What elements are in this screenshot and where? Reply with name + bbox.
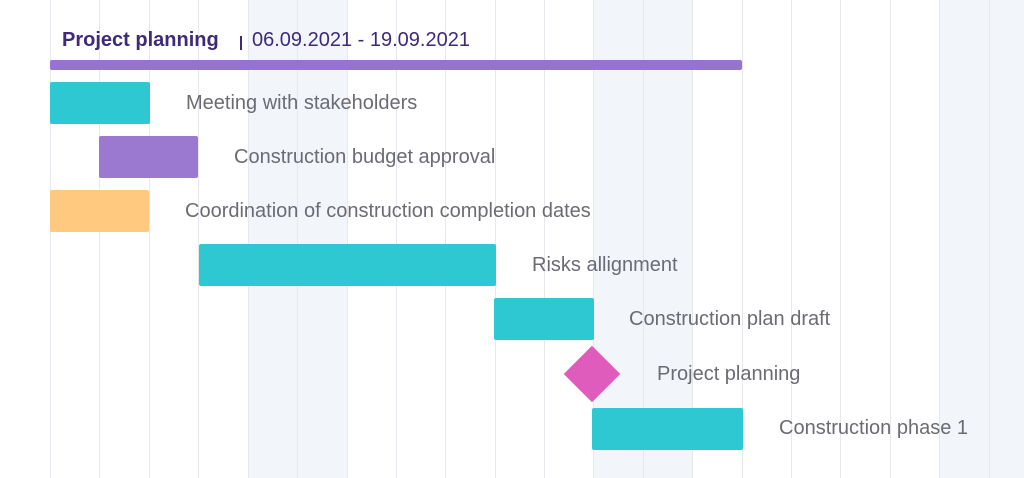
task-label: Coordination of construction completion … [185, 200, 591, 222]
task-bar-construction-budget-approval[interactable] [99, 136, 198, 178]
grid-line [297, 0, 298, 478]
grid-line [742, 0, 743, 478]
grid-line [840, 0, 841, 478]
grid-line [495, 0, 496, 478]
task-bar-risks-allignment[interactable] [199, 244, 496, 286]
grid-line [149, 0, 150, 478]
grid-line [890, 0, 891, 478]
project-summary-bar[interactable] [50, 60, 742, 70]
text-caret [240, 36, 242, 50]
task-bar-construction-phase-1[interactable] [592, 408, 743, 450]
task-bar-coordination-of-completion-dates[interactable] [50, 190, 149, 232]
grid-line [692, 0, 693, 478]
grid-line [347, 0, 348, 478]
grid-line [50, 0, 51, 478]
task-label: Meeting with stakeholders [186, 92, 418, 114]
project-title[interactable]: Project planning [62, 29, 219, 51]
task-bar-construction-plan-draft[interactable] [494, 298, 594, 340]
grid-line [248, 0, 249, 478]
milestone-label: Project planning [657, 363, 801, 385]
grid-line [791, 0, 792, 478]
task-label: Risks allignment [532, 254, 678, 276]
task-label: Construction phase 1 [779, 417, 969, 439]
task-label: Construction plan draft [629, 308, 831, 330]
grid-line [198, 0, 199, 478]
task-label: Construction budget approval [234, 146, 496, 168]
grid-line [939, 0, 940, 478]
grid-line [643, 0, 644, 478]
grid-line [989, 0, 990, 478]
weekend-band [593, 0, 692, 478]
grid-line [396, 0, 397, 478]
project-dates: 06.09.2021 - 19.09.2021 [252, 29, 470, 51]
grid-line [593, 0, 594, 478]
task-bar-meeting-with-stakeholders[interactable] [50, 82, 150, 124]
grid-line [544, 0, 545, 478]
grid-line [445, 0, 446, 478]
grid-line [99, 0, 100, 478]
weekend-band [939, 0, 1024, 478]
